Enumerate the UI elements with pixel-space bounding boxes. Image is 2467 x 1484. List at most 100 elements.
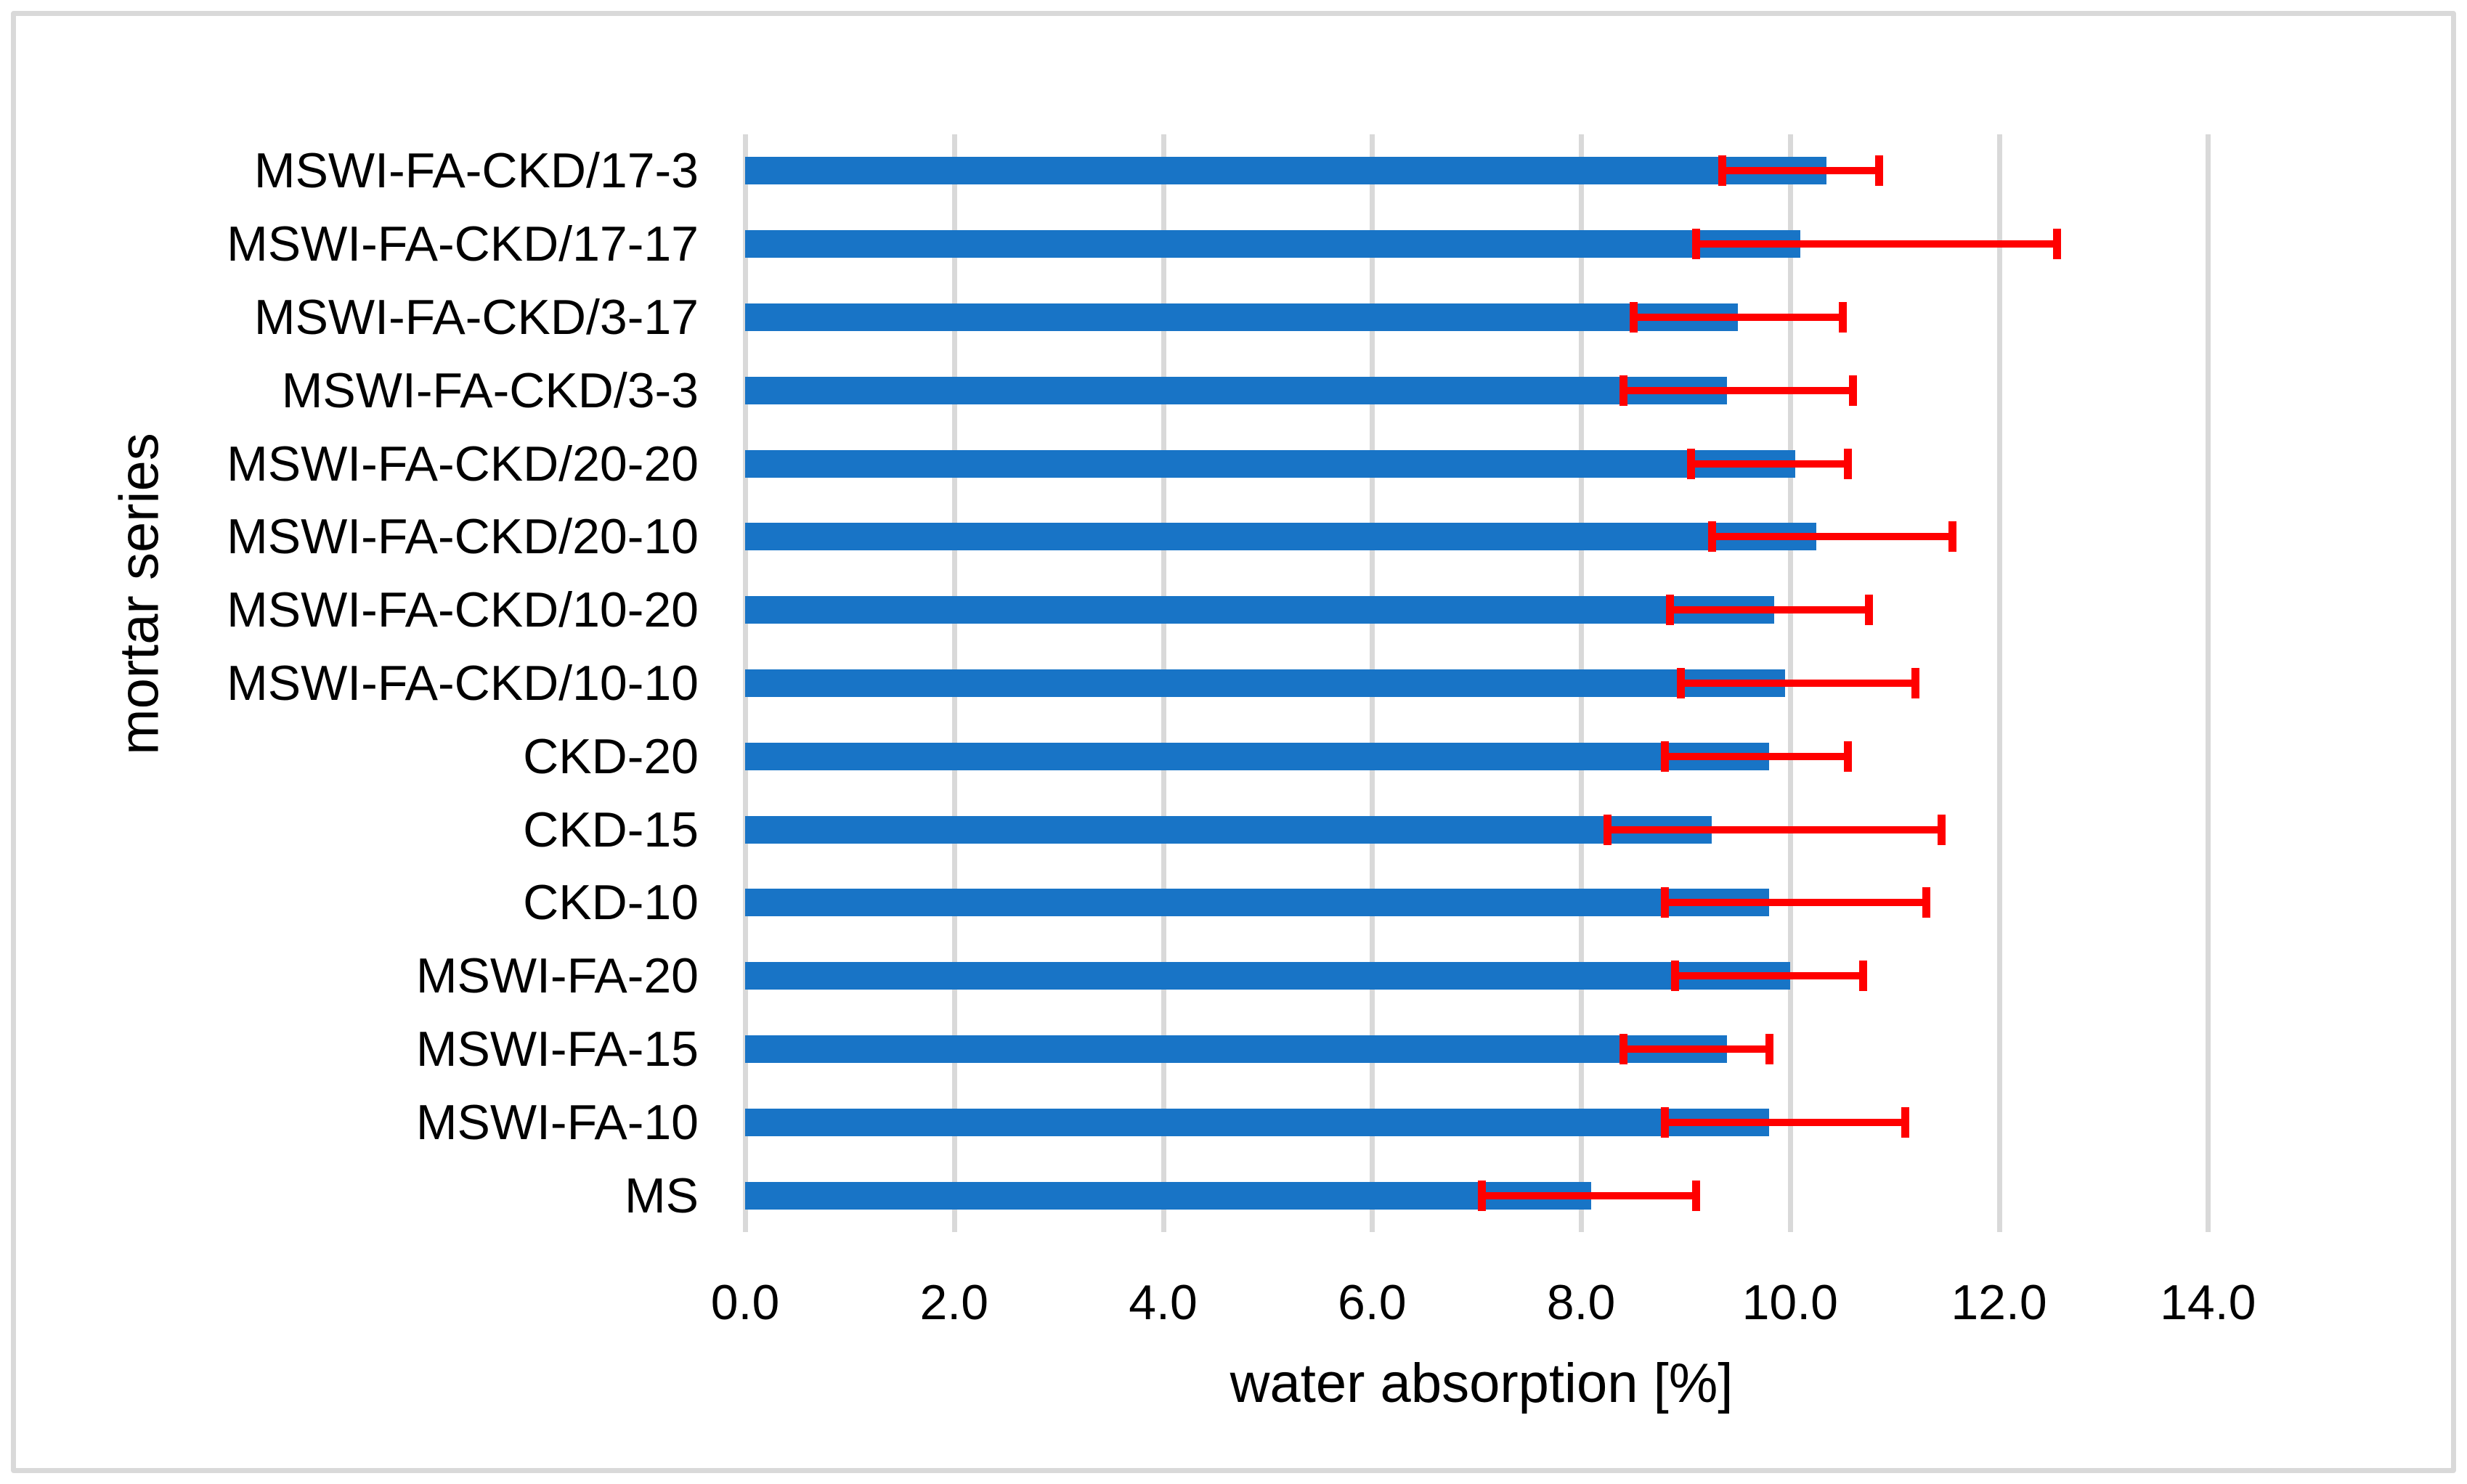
error-cap-min-MSWI-FA-CKD/20-20 <box>1687 448 1696 479</box>
error-cap-min-CKD-20 <box>1661 741 1670 772</box>
category-label-CKD-15: CKD-15 <box>523 802 699 857</box>
error-cap-max-MSWI-FA-10 <box>1901 1106 1909 1138</box>
error-cap-max-MSWI-FA-CKD/10-10 <box>1911 667 1920 698</box>
bar-row-MSWI-FA-CKD/10-10 <box>745 647 2417 720</box>
category-label-MSWI-FA-CKD/10-20: MSWI-FA-CKD/10-20 <box>227 582 699 638</box>
bar-row-MSWI-FA-CKD/3-17 <box>745 281 2417 354</box>
x-tick-label-14.0: 14.0 <box>2160 1275 2256 1330</box>
error-cap-min-MSWI-FA-CKD/3-17 <box>1629 301 1638 333</box>
x-tick-label-10.0: 10.0 <box>1741 1275 1838 1330</box>
error-cap-max-MSWI-FA-CKD/10-20 <box>1864 595 1873 626</box>
bar-row-MSWI-FA-CKD/17-3 <box>745 134 2417 208</box>
category-axis-labels: MSWI-FA-CKD/17-3 MSWI-FA-CKD/17-17 MSWI-FA… <box>0 134 699 1232</box>
error-bar-MSWI-FA-CKD/10-20 <box>1670 606 1869 614</box>
x-axis-title: water absorption [%] <box>1230 1353 1734 1414</box>
plot-area <box>743 134 2417 1232</box>
error-cap-min-MSWI-FA-CKD/17-17 <box>1692 229 1701 260</box>
category-label-CKD-20: CKD-20 <box>523 728 699 784</box>
error-cap-min-MSWI-FA-CKD/20-10 <box>1707 521 1716 553</box>
error-cap-max-MS <box>1692 1180 1701 1211</box>
error-cap-min-MSWI-FA-CKD/10-20 <box>1666 595 1675 626</box>
bar-MSWI-FA-CKD/10-10 <box>745 669 1785 697</box>
bar-row-MSWI-FA-20 <box>745 939 2417 1013</box>
x-tick-label-4.0: 4.0 <box>1129 1275 1198 1330</box>
bar-MSWI-FA-CKD/17-17 <box>745 230 1801 258</box>
error-bar-MSWI-FA-15 <box>1622 1045 1769 1053</box>
error-bar-MSWI-FA-CKD/3-17 <box>1633 313 1842 321</box>
bar-MSWI-FA-CKD/20-20 <box>745 449 1795 478</box>
category-label-MSWI-FA-10: MSWI-FA-10 <box>415 1094 699 1150</box>
error-bar-MSWI-FA-CKD/20-20 <box>1691 460 1848 468</box>
bar-MSWI-FA-20 <box>745 962 1790 990</box>
error-bar-MSWI-FA-20 <box>1675 972 1864 980</box>
error-cap-min-MSWI-FA-CKD/10-10 <box>1676 667 1685 698</box>
bar-row-MS <box>745 1159 2417 1232</box>
bar-row-CKD-15 <box>745 793 2417 866</box>
error-cap-min-MSWI-FA-20 <box>1671 961 1680 992</box>
error-bar-MSWI-FA-CKD/17-17 <box>1696 240 2057 248</box>
error-cap-max-CKD-10 <box>1922 887 1930 918</box>
bar-MSWI-FA-CKD/10-20 <box>745 596 1775 624</box>
bar-MS <box>745 1181 1592 1210</box>
bar-MSWI-FA-CKD/3-3 <box>745 376 1728 404</box>
x-tick-label-2.0: 2.0 <box>919 1275 989 1330</box>
gridline-x-14.0 <box>2206 134 2211 1232</box>
error-cap-min-CKD-15 <box>1603 814 1612 845</box>
error-cap-min-MSWI-FA-15 <box>1619 1033 1627 1064</box>
error-bar-MS <box>1482 1191 1696 1199</box>
category-label-MSWI-FA-CKD/10-10: MSWI-FA-CKD/10-10 <box>227 655 699 711</box>
error-cap-max-MSWI-FA-CKD/3-17 <box>1838 301 1847 333</box>
error-cap-max-MSWI-FA-CKD/20-10 <box>1948 521 1956 553</box>
bar-MSWI-FA-15 <box>745 1035 1728 1063</box>
x-tick-label-6.0: 6.0 <box>1337 1275 1407 1330</box>
bar-MSWI-FA-10 <box>745 1108 1769 1136</box>
error-cap-min-MSWI-FA-CKD/3-3 <box>1619 375 1627 406</box>
x-tick-label-12.0: 12.0 <box>1951 1275 2047 1330</box>
category-label-MSWI-FA-CKD/20-20: MSWI-FA-CKD/20-20 <box>227 436 699 492</box>
bar-row-MSWI-FA-CKD/20-10 <box>745 500 2417 574</box>
error-bar-MSWI-FA-CKD/20-10 <box>1711 533 1952 541</box>
bar-CKD-10 <box>745 889 1769 917</box>
category-label-MSWI-FA-CKD/20-10: MSWI-FA-CKD/20-10 <box>227 509 699 565</box>
bar-MSWI-FA-CKD/20-10 <box>745 523 1816 551</box>
bar-row-MSWI-FA-CKD/20-20 <box>745 427 2417 500</box>
bar-CKD-20 <box>745 742 1769 770</box>
error-cap-max-MSWI-FA-CKD/17-17 <box>2052 229 2061 260</box>
category-label-MSWI-FA-CKD/3-3: MSWI-FA-CKD/3-3 <box>281 362 699 418</box>
error-bar-CKD-10 <box>1665 899 1926 907</box>
category-label-MSWI-FA-15: MSWI-FA-15 <box>415 1021 699 1077</box>
error-cap-max-MSWI-FA-20 <box>1859 961 1868 992</box>
error-bar-MSWI-FA-CKD/10-10 <box>1680 679 1916 687</box>
category-label-MSWI-FA-CKD/17-17: MSWI-FA-CKD/17-17 <box>227 216 699 272</box>
error-cap-max-CKD-15 <box>1938 814 1946 845</box>
error-cap-min-CKD-10 <box>1661 887 1670 918</box>
x-tick-label-0.0: 0.0 <box>710 1275 780 1330</box>
error-cap-max-MSWI-FA-CKD/17-3 <box>1875 155 1884 187</box>
bar-row-CKD-10 <box>745 866 2417 939</box>
gridline-x-12.0 <box>1996 134 2002 1232</box>
bar-MSWI-FA-CKD/17-3 <box>745 157 1827 185</box>
category-label-CKD-10: CKD-10 <box>523 875 699 931</box>
bar-row-MSWI-FA-10 <box>745 1085 2417 1159</box>
x-axis-tick-labels: 0.0 2.0 4.0 6.0 8.0 10.0 12.0 14.0 <box>711 1274 2417 1340</box>
bar-row-MSWI-FA-CKD/17-17 <box>745 208 2417 281</box>
error-bar-MSWI-FA-10 <box>1665 1118 1905 1126</box>
category-label-MSWI-FA-CKD/3-17: MSWI-FA-CKD/3-17 <box>253 289 699 345</box>
error-cap-min-MS <box>1478 1180 1487 1211</box>
error-cap-max-MSWI-FA-CKD/20-20 <box>1843 448 1852 479</box>
x-tick-label-8.0: 8.0 <box>1546 1275 1616 1330</box>
bar-row-MSWI-FA-CKD/3-3 <box>745 354 2417 427</box>
error-cap-min-MSWI-FA-CKD/17-3 <box>1718 155 1727 187</box>
bar-row-MSWI-FA-CKD/10-20 <box>745 574 2417 647</box>
error-bar-CKD-15 <box>1606 825 1942 833</box>
error-cap-max-MSWI-FA-15 <box>1765 1033 1773 1064</box>
error-bar-CKD-20 <box>1665 752 1848 760</box>
error-bar-MSWI-FA-CKD/3-3 <box>1622 386 1853 394</box>
category-label-MSWI-FA-20: MSWI-FA-20 <box>415 948 699 1004</box>
category-label-MS: MS <box>625 1167 699 1223</box>
category-label-MSWI-FA-CKD/17-3: MSWI-FA-CKD/17-3 <box>253 143 699 199</box>
bar-row-MSWI-FA-15 <box>745 1013 2417 1086</box>
error-cap-min-MSWI-FA-10 <box>1661 1106 1670 1138</box>
error-cap-max-CKD-20 <box>1843 741 1852 772</box>
